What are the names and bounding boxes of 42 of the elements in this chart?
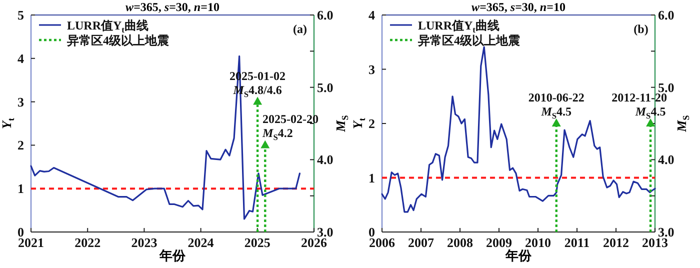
y2-tick-label: 6.0 bbox=[317, 8, 334, 22]
x-tick-label: 2025 bbox=[244, 235, 271, 250]
annotation: (a) bbox=[293, 22, 307, 36]
y-tick-label: 3 bbox=[18, 94, 24, 110]
annotation: M$_{S}$4.5 bbox=[540, 104, 572, 120]
annotation: 2010-06-22 bbox=[528, 90, 584, 104]
legend-label: LURR值Y$_{t}$曲线 bbox=[418, 18, 500, 34]
chart-title: w=365, s=30, n=10 bbox=[126, 0, 220, 14]
x-tick-label: 2023 bbox=[131, 235, 158, 250]
x-tick-label: 2022 bbox=[74, 235, 101, 250]
y2-tick-label: 6.0 bbox=[658, 8, 674, 22]
y-tick-label: 0 bbox=[18, 224, 24, 240]
y2-tick-label: 4.0 bbox=[658, 152, 674, 168]
annotation: M$_{S}$4.2 bbox=[262, 126, 293, 142]
y-tick-label: 2 bbox=[18, 138, 24, 153]
y2-tick-label: 3.0 bbox=[658, 224, 674, 240]
annotation: (b) bbox=[634, 22, 648, 36]
y-tick-label: 5 bbox=[18, 8, 24, 22]
x-axis-title: 年份 bbox=[158, 248, 186, 263]
legend-label: 异常区4级以上地震 bbox=[417, 34, 520, 48]
x-tick-label: 2012 bbox=[603, 235, 629, 250]
y-tick-label: 3 bbox=[368, 62, 376, 77]
y2-tick-label: 3.0 bbox=[317, 224, 334, 240]
y-tick-label: 0 bbox=[368, 224, 375, 240]
y2-tick-label: 5.0 bbox=[658, 80, 674, 95]
chart-title: w=365, s=30, n=10 bbox=[472, 0, 566, 14]
x-tick-label: 2009 bbox=[486, 235, 512, 250]
x-tick-label: 2010 bbox=[525, 235, 551, 250]
x-axis-title: 年份 bbox=[504, 248, 532, 263]
x-tick-label: 2024 bbox=[188, 235, 214, 250]
legend-label: LURR值Y$_{t}$曲线 bbox=[67, 18, 148, 34]
y-tick-label: 4 bbox=[18, 50, 24, 66]
y-tick-label: 2 bbox=[368, 116, 375, 131]
y-tick-label: 1 bbox=[18, 181, 24, 196]
y-tick-label: 4 bbox=[368, 8, 376, 22]
y2-tick-label: 5.0 bbox=[317, 80, 334, 95]
legend-label: 异常区4级以上地震 bbox=[66, 34, 169, 48]
x-tick-label: 2011 bbox=[564, 235, 590, 250]
x-tick-label: 2008 bbox=[447, 235, 474, 250]
y2-tick-label: 4.0 bbox=[317, 152, 334, 168]
y-tick-label: 1 bbox=[368, 170, 375, 186]
x-tick-label: 2007 bbox=[408, 235, 434, 250]
